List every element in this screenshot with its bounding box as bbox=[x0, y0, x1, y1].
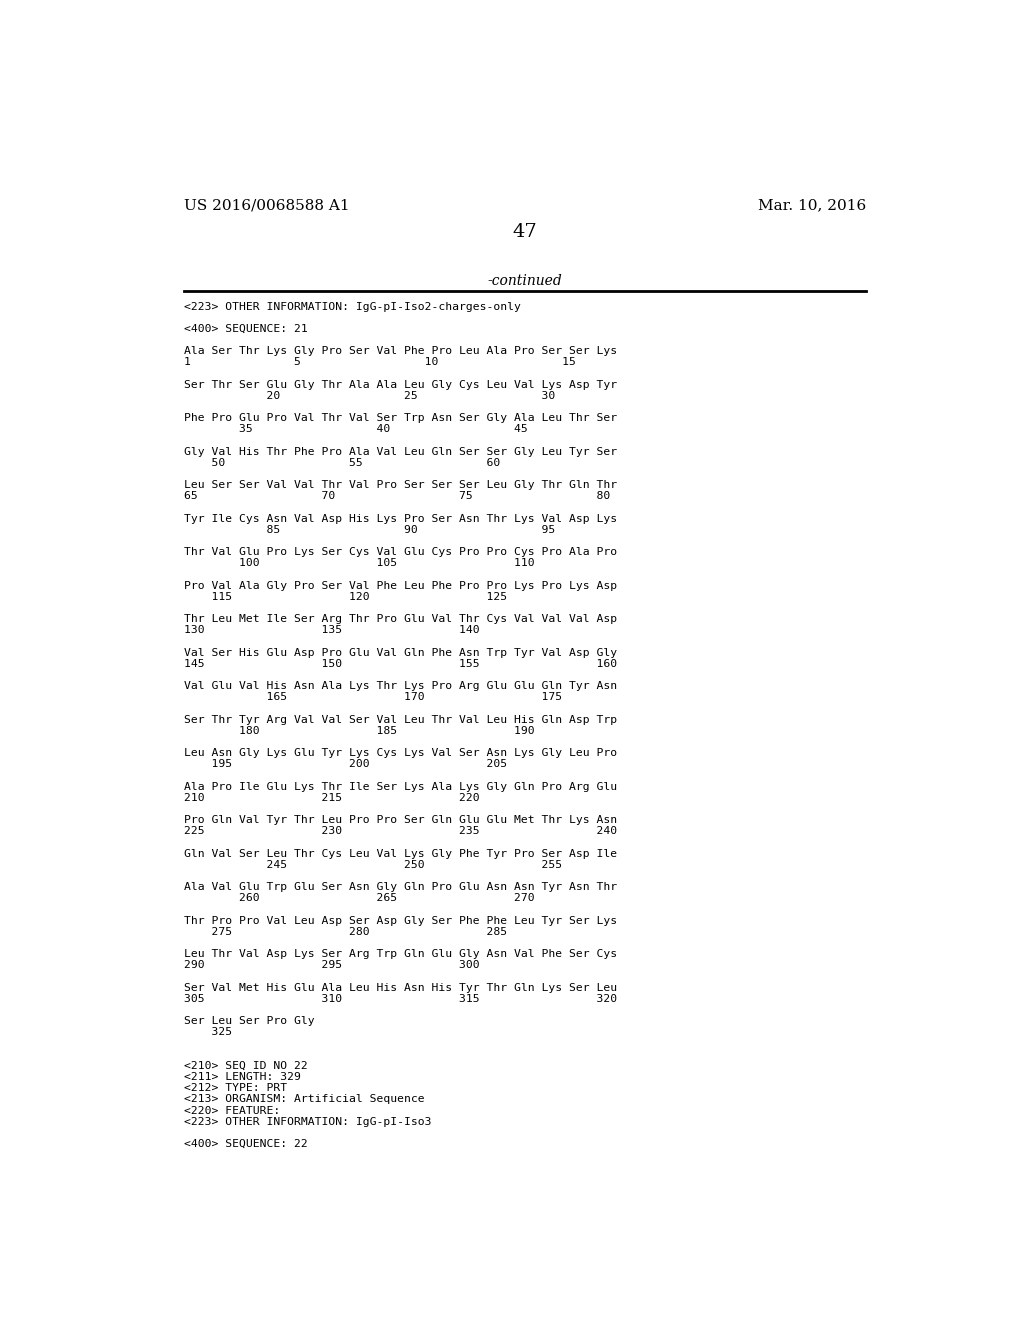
Text: 165                 170                 175: 165 170 175 bbox=[183, 693, 562, 702]
Text: 275                 280                 285: 275 280 285 bbox=[183, 927, 507, 937]
Text: 305                 310                 315                 320: 305 310 315 320 bbox=[183, 994, 616, 1003]
Text: <211> LENGTH: 329: <211> LENGTH: 329 bbox=[183, 1072, 301, 1082]
Text: 245                 250                 255: 245 250 255 bbox=[183, 859, 562, 870]
Text: Ala Pro Ile Glu Lys Thr Ile Ser Lys Ala Lys Gly Gln Pro Arg Glu: Ala Pro Ile Glu Lys Thr Ile Ser Lys Ala … bbox=[183, 781, 616, 792]
Text: Val Glu Val His Asn Ala Lys Thr Lys Pro Arg Glu Glu Gln Tyr Asn: Val Glu Val His Asn Ala Lys Thr Lys Pro … bbox=[183, 681, 616, 692]
Text: Thr Val Glu Pro Lys Ser Cys Val Glu Cys Pro Pro Cys Pro Ala Pro: Thr Val Glu Pro Lys Ser Cys Val Glu Cys … bbox=[183, 548, 616, 557]
Text: 47: 47 bbox=[512, 223, 538, 242]
Text: Ala Val Glu Trp Glu Ser Asn Gly Gln Pro Glu Asn Asn Tyr Asn Thr: Ala Val Glu Trp Glu Ser Asn Gly Gln Pro … bbox=[183, 882, 616, 892]
Text: 20                  25                  30: 20 25 30 bbox=[183, 391, 555, 401]
Text: Tyr Ile Cys Asn Val Asp His Lys Pro Ser Asn Thr Lys Val Asp Lys: Tyr Ile Cys Asn Val Asp His Lys Pro Ser … bbox=[183, 513, 616, 524]
Text: Ser Thr Tyr Arg Val Val Ser Val Leu Thr Val Leu His Gln Asp Trp: Ser Thr Tyr Arg Val Val Ser Val Leu Thr … bbox=[183, 714, 616, 725]
Text: 1               5                  10                  15: 1 5 10 15 bbox=[183, 358, 575, 367]
Text: Leu Thr Val Asp Lys Ser Arg Trp Gln Glu Gly Asn Val Phe Ser Cys: Leu Thr Val Asp Lys Ser Arg Trp Gln Glu … bbox=[183, 949, 616, 960]
Text: Pro Val Ala Gly Pro Ser Val Phe Leu Phe Pro Pro Lys Pro Lys Asp: Pro Val Ala Gly Pro Ser Val Phe Leu Phe … bbox=[183, 581, 616, 591]
Text: Ser Leu Ser Pro Gly: Ser Leu Ser Pro Gly bbox=[183, 1016, 314, 1026]
Text: <213> ORGANISM: Artificial Sequence: <213> ORGANISM: Artificial Sequence bbox=[183, 1094, 424, 1105]
Text: 100                 105                 110: 100 105 110 bbox=[183, 558, 535, 569]
Text: 145                 150                 155                 160: 145 150 155 160 bbox=[183, 659, 616, 669]
Text: 35                  40                  45: 35 40 45 bbox=[183, 425, 527, 434]
Text: <210> SEQ ID NO 22: <210> SEQ ID NO 22 bbox=[183, 1061, 307, 1071]
Text: 210                 215                 220: 210 215 220 bbox=[183, 793, 479, 803]
Text: 290                 295                 300: 290 295 300 bbox=[183, 961, 479, 970]
Text: 50                  55                  60: 50 55 60 bbox=[183, 458, 500, 467]
Text: 130                 135                 140: 130 135 140 bbox=[183, 626, 479, 635]
Text: 115                 120                 125: 115 120 125 bbox=[183, 591, 507, 602]
Text: 65                  70                  75                  80: 65 70 75 80 bbox=[183, 491, 610, 502]
Text: Leu Ser Ser Val Val Thr Val Pro Ser Ser Ser Leu Gly Thr Gln Thr: Leu Ser Ser Val Val Thr Val Pro Ser Ser … bbox=[183, 480, 616, 490]
Text: <212> TYPE: PRT: <212> TYPE: PRT bbox=[183, 1084, 287, 1093]
Text: Ala Ser Thr Lys Gly Pro Ser Val Phe Pro Leu Ala Pro Ser Ser Lys: Ala Ser Thr Lys Gly Pro Ser Val Phe Pro … bbox=[183, 346, 616, 356]
Text: 225                 230                 235                 240: 225 230 235 240 bbox=[183, 826, 616, 837]
Text: <400> SEQUENCE: 21: <400> SEQUENCE: 21 bbox=[183, 323, 307, 334]
Text: <400> SEQUENCE: 22: <400> SEQUENCE: 22 bbox=[183, 1139, 307, 1148]
Text: Mar. 10, 2016: Mar. 10, 2016 bbox=[758, 198, 866, 213]
Text: 85                  90                  95: 85 90 95 bbox=[183, 525, 555, 535]
Text: Gln Val Ser Leu Thr Cys Leu Val Lys Gly Phe Tyr Pro Ser Asp Ile: Gln Val Ser Leu Thr Cys Leu Val Lys Gly … bbox=[183, 849, 616, 859]
Text: <223> OTHER INFORMATION: IgG-pI-Iso2-charges-only: <223> OTHER INFORMATION: IgG-pI-Iso2-cha… bbox=[183, 302, 520, 312]
Text: Val Ser His Glu Asp Pro Glu Val Gln Phe Asn Trp Tyr Val Asp Gly: Val Ser His Glu Asp Pro Glu Val Gln Phe … bbox=[183, 648, 616, 657]
Text: <223> OTHER INFORMATION: IgG-pI-Iso3: <223> OTHER INFORMATION: IgG-pI-Iso3 bbox=[183, 1117, 431, 1127]
Text: Ser Thr Ser Glu Gly Thr Ala Ala Leu Gly Cys Leu Val Lys Asp Tyr: Ser Thr Ser Glu Gly Thr Ala Ala Leu Gly … bbox=[183, 380, 616, 389]
Text: 325: 325 bbox=[183, 1027, 231, 1038]
Text: US 2016/0068588 A1: US 2016/0068588 A1 bbox=[183, 198, 349, 213]
Text: Pro Gln Val Tyr Thr Leu Pro Pro Ser Gln Glu Glu Met Thr Lys Asn: Pro Gln Val Tyr Thr Leu Pro Pro Ser Gln … bbox=[183, 816, 616, 825]
Text: Thr Leu Met Ile Ser Arg Thr Pro Glu Val Thr Cys Val Val Val Asp: Thr Leu Met Ile Ser Arg Thr Pro Glu Val … bbox=[183, 614, 616, 624]
Text: -continued: -continued bbox=[487, 275, 562, 288]
Text: <220> FEATURE:: <220> FEATURE: bbox=[183, 1106, 280, 1115]
Text: 195                 200                 205: 195 200 205 bbox=[183, 759, 507, 770]
Text: Ser Val Met His Glu Ala Leu His Asn His Tyr Thr Gln Lys Ser Leu: Ser Val Met His Glu Ala Leu His Asn His … bbox=[183, 982, 616, 993]
Text: Gly Val His Thr Phe Pro Ala Val Leu Gln Ser Ser Gly Leu Tyr Ser: Gly Val His Thr Phe Pro Ala Val Leu Gln … bbox=[183, 446, 616, 457]
Text: 180                 185                 190: 180 185 190 bbox=[183, 726, 535, 735]
Text: 260                 265                 270: 260 265 270 bbox=[183, 894, 535, 903]
Text: Leu Asn Gly Lys Glu Tyr Lys Cys Lys Val Ser Asn Lys Gly Leu Pro: Leu Asn Gly Lys Glu Tyr Lys Cys Lys Val … bbox=[183, 748, 616, 758]
Text: Phe Pro Glu Pro Val Thr Val Ser Trp Asn Ser Gly Ala Leu Thr Ser: Phe Pro Glu Pro Val Thr Val Ser Trp Asn … bbox=[183, 413, 616, 424]
Text: Thr Pro Pro Val Leu Asp Ser Asp Gly Ser Phe Phe Leu Tyr Ser Lys: Thr Pro Pro Val Leu Asp Ser Asp Gly Ser … bbox=[183, 916, 616, 925]
